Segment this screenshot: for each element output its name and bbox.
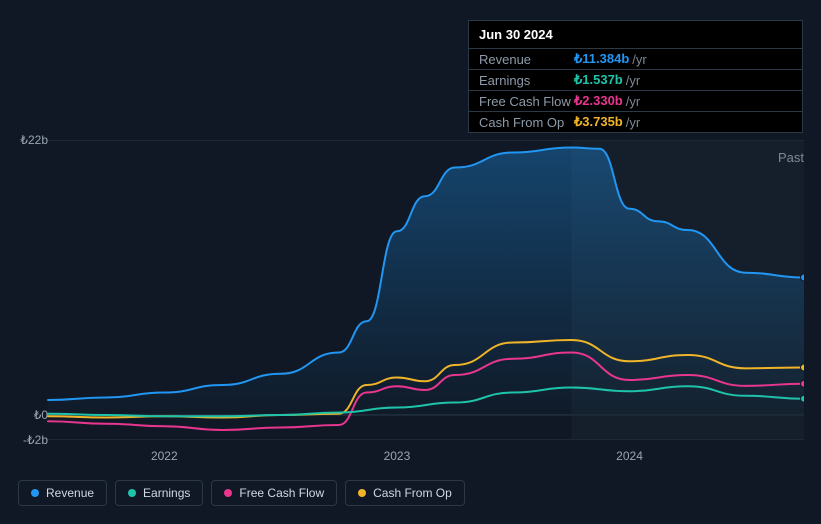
legend-toggle-earnings[interactable]: Earnings	[115, 480, 203, 506]
tooltip-row-unit: /yr	[626, 94, 640, 109]
tooltip-row-value: ₺2.330b	[574, 93, 623, 109]
tooltip-row: Cash From Op₺3.735b/yr	[469, 112, 802, 132]
tooltip-row: Revenue₺11.384b/yr	[469, 49, 802, 70]
legend-toggle-free_cash_flow[interactable]: Free Cash Flow	[211, 480, 337, 506]
x-axis: 2022 2023 2024	[18, 449, 804, 469]
tooltip-row-unit: /yr	[632, 52, 646, 67]
legend-label: Earnings	[143, 486, 190, 500]
tooltip-row-label: Free Cash Flow	[479, 94, 574, 109]
series-end-dot-free_cash_flow	[801, 380, 805, 387]
legend-toggle-revenue[interactable]: Revenue	[18, 480, 107, 506]
chart-plot-area: ₺22b₺0-₺2b Past	[18, 140, 804, 440]
legend-toggle-cash_from_op[interactable]: Cash From Op	[345, 480, 465, 506]
legend-dot-icon	[224, 489, 232, 497]
legend-label: Free Cash Flow	[239, 486, 324, 500]
tooltip-row-value: ₺1.537b	[574, 72, 623, 88]
tooltip-row-unit: /yr	[626, 115, 640, 130]
tooltip-row-label: Earnings	[479, 73, 574, 88]
tooltip-row: Free Cash Flow₺2.330b/yr	[469, 91, 802, 112]
tooltip-row-value: ₺11.384b	[574, 51, 629, 67]
x-tick-label: 2022	[151, 449, 178, 463]
legend-label: Cash From Op	[373, 486, 452, 500]
legend-label: Revenue	[46, 486, 94, 500]
x-tick-label: 2023	[384, 449, 411, 463]
tooltip-row-value: ₺3.735b	[574, 114, 623, 130]
line-chart-svg	[18, 140, 804, 440]
series-end-dot-revenue	[801, 274, 805, 281]
series-end-dot-cash_from_op	[801, 364, 805, 371]
tooltip-row: Earnings₺1.537b/yr	[469, 70, 802, 91]
chart-root: Jun 30 2024 Revenue₺11.384b/yrEarnings₺1…	[0, 0, 821, 524]
tooltip-row-label: Cash From Op	[479, 115, 574, 130]
series-end-dot-earnings	[801, 395, 805, 402]
tooltip-row-unit: /yr	[626, 73, 640, 88]
legend-dot-icon	[128, 489, 136, 497]
x-tick-label: 2024	[616, 449, 643, 463]
legend-dot-icon	[31, 489, 39, 497]
tooltip-row-label: Revenue	[479, 52, 574, 67]
legend-dot-icon	[358, 489, 366, 497]
tooltip-panel: Jun 30 2024 Revenue₺11.384b/yrEarnings₺1…	[468, 20, 803, 133]
legend: Revenue Earnings Free Cash Flow Cash From O…	[18, 480, 465, 506]
tooltip-date: Jun 30 2024	[469, 21, 802, 49]
